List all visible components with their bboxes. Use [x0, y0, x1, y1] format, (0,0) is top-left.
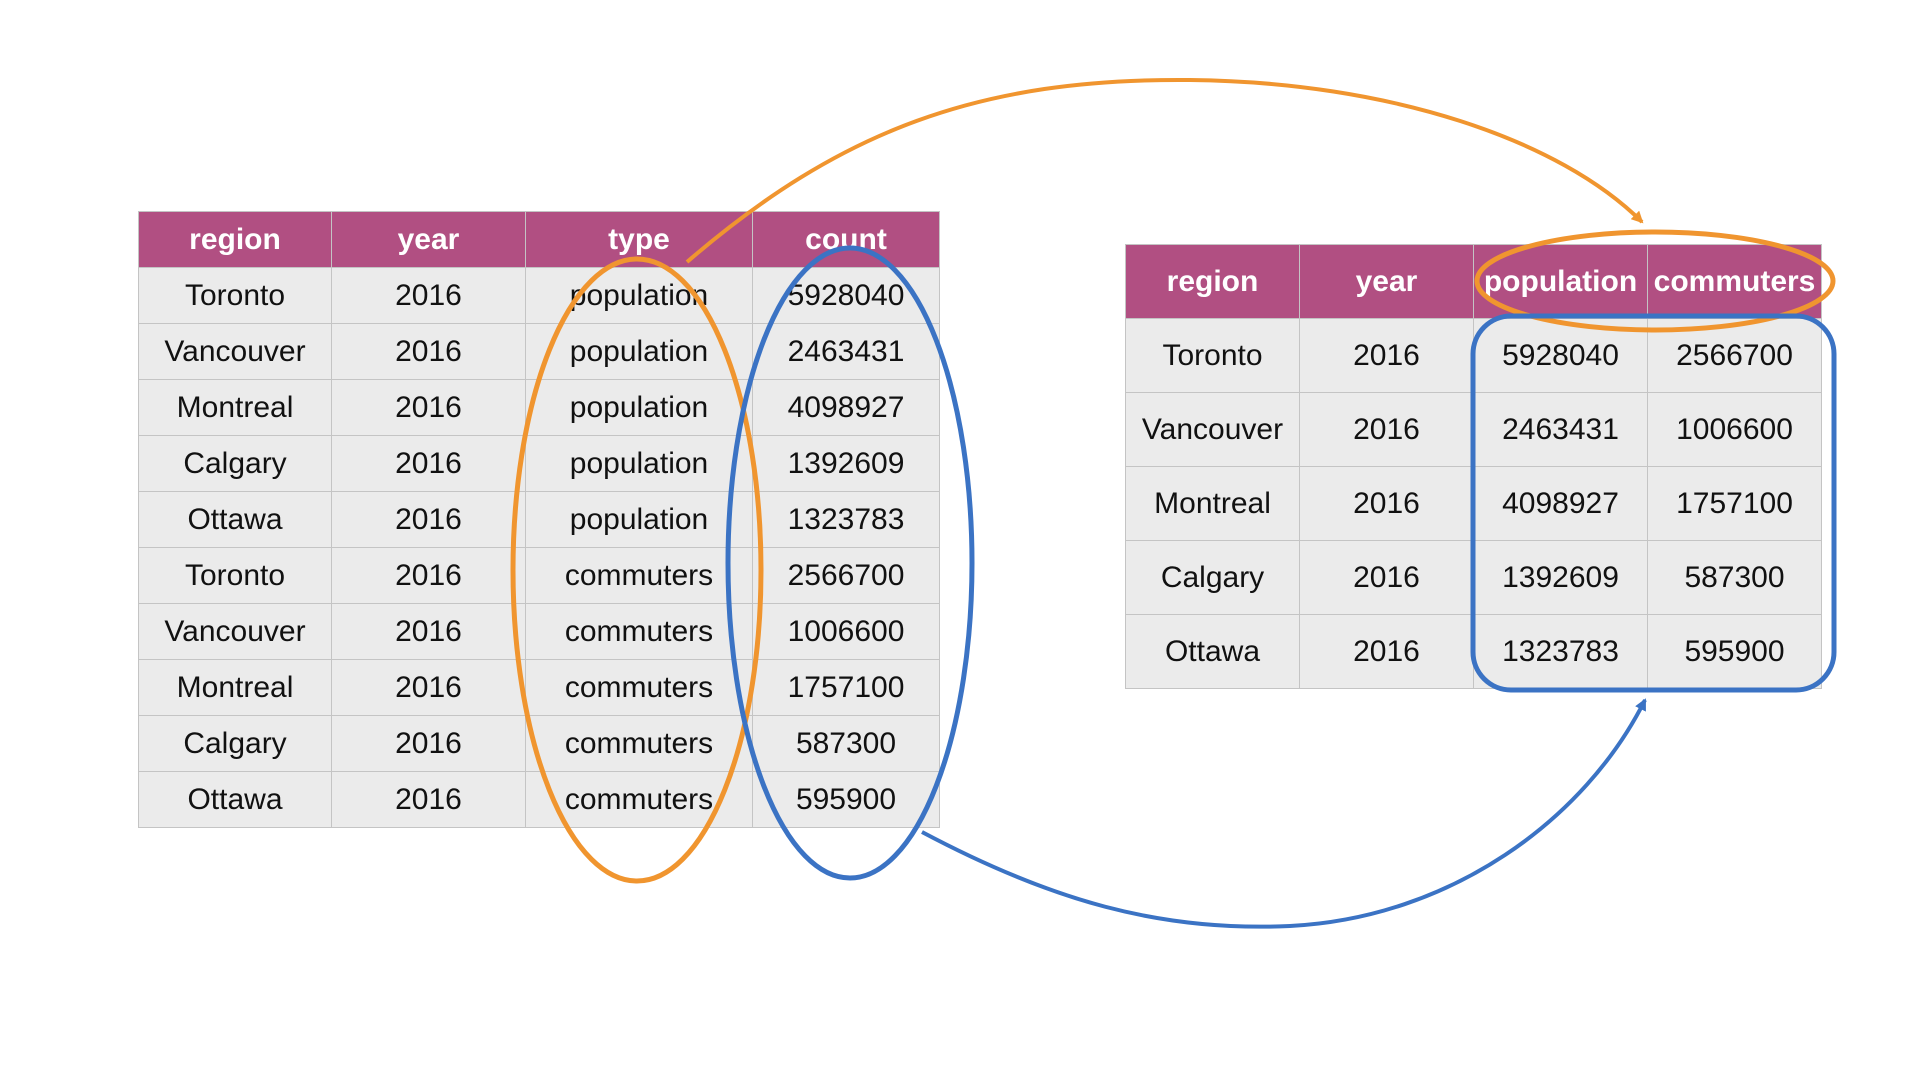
region-cell: Calgary	[1125, 540, 1300, 615]
count-cell: 1006600	[752, 603, 940, 660]
long-header-year: year	[331, 211, 526, 268]
wide-header-region: region	[1125, 244, 1300, 319]
table-row: Montreal 2016 4098927 1757100	[1125, 466, 1822, 541]
table-row: Toronto 2016 commuters 2566700	[138, 547, 940, 604]
year-cell: 2016	[331, 771, 526, 828]
table-row: Ottawa 2016 commuters 595900	[138, 771, 940, 828]
table-row: Calgary 2016 commuters 587300	[138, 715, 940, 772]
wide-format-table: region year population commuters Toronto…	[1125, 244, 1822, 689]
region-cell: Calgary	[138, 715, 332, 772]
count-cell: 2463431	[752, 323, 940, 380]
long-format-table: region year type count Toronto 2016 popu…	[138, 211, 940, 828]
count-cell: 1323783	[752, 491, 940, 548]
wide-header-commuters: commuters	[1647, 244, 1822, 319]
population-cell: 2463431	[1473, 392, 1648, 467]
count-cell: 4098927	[752, 379, 940, 436]
table-row: Vancouver 2016 population 2463431	[138, 323, 940, 380]
region-cell: Vancouver	[138, 323, 332, 380]
type-cell: commuters	[525, 771, 753, 828]
year-cell: 2016	[331, 435, 526, 492]
population-cell: 4098927	[1473, 466, 1648, 541]
type-cell: population	[525, 435, 753, 492]
region-cell: Toronto	[138, 267, 332, 324]
commuters-cell: 1757100	[1647, 466, 1822, 541]
table-row: Ottawa 2016 1323783 595900	[1125, 614, 1822, 689]
count-cell: 587300	[752, 715, 940, 772]
type-cell: commuters	[525, 603, 753, 660]
year-cell: 2016	[331, 491, 526, 548]
region-cell: Ottawa	[1125, 614, 1300, 689]
region-cell: Montreal	[138, 379, 332, 436]
region-cell: Calgary	[138, 435, 332, 492]
values-to-cells-arrow	[921, 698, 1647, 929]
table-row: Montreal 2016 population 4098927	[138, 379, 940, 436]
table-row: Ottawa 2016 population 1323783	[138, 491, 940, 548]
population-cell: 1392609	[1473, 540, 1648, 615]
count-cell: 1757100	[752, 659, 940, 716]
long-header-type: type	[525, 211, 753, 268]
type-cell: population	[525, 323, 753, 380]
population-cell: 1323783	[1473, 614, 1648, 689]
commuters-cell: 1006600	[1647, 392, 1822, 467]
year-cell: 2016	[1299, 466, 1474, 541]
type-cell: commuters	[525, 547, 753, 604]
table-row: Montreal 2016 commuters 1757100	[138, 659, 940, 716]
wide-table-header-row: region year population commuters	[1125, 244, 1822, 319]
type-cell: population	[525, 379, 753, 436]
type-cell: population	[525, 267, 753, 324]
table-row: Calgary 2016 1392609 587300	[1125, 540, 1822, 615]
region-cell: Toronto	[1125, 318, 1300, 393]
year-cell: 2016	[331, 379, 526, 436]
type-cell: commuters	[525, 715, 753, 772]
long-header-region: region	[138, 211, 332, 268]
year-cell: 2016	[1299, 540, 1474, 615]
long-header-count: count	[752, 211, 940, 268]
year-cell: 2016	[331, 323, 526, 380]
commuters-cell: 587300	[1647, 540, 1822, 615]
wide-header-population: population	[1473, 244, 1648, 319]
wide-header-year: year	[1299, 244, 1474, 319]
year-cell: 2016	[1299, 614, 1474, 689]
count-cell: 1392609	[752, 435, 940, 492]
region-cell: Ottawa	[138, 491, 332, 548]
count-cell: 2566700	[752, 547, 940, 604]
region-cell: Vancouver	[1125, 392, 1300, 467]
region-cell: Toronto	[138, 547, 332, 604]
commuters-cell: 2566700	[1647, 318, 1822, 393]
year-cell: 2016	[1299, 318, 1474, 393]
population-cell: 5928040	[1473, 318, 1648, 393]
table-row: Toronto 2016 population 5928040	[138, 267, 940, 324]
count-cell: 595900	[752, 771, 940, 828]
year-cell: 2016	[331, 659, 526, 716]
count-cell: 5928040	[752, 267, 940, 324]
year-cell: 2016	[1299, 392, 1474, 467]
long-table-header-row: region year type count	[138, 211, 940, 268]
table-row: Vancouver 2016 commuters 1006600	[138, 603, 940, 660]
type-cell: population	[525, 491, 753, 548]
region-cell: Montreal	[1125, 466, 1300, 541]
year-cell: 2016	[331, 715, 526, 772]
year-cell: 2016	[331, 267, 526, 324]
year-cell: 2016	[331, 603, 526, 660]
table-row: Calgary 2016 population 1392609	[138, 435, 940, 492]
commuters-cell: 595900	[1647, 614, 1822, 689]
year-cell: 2016	[331, 547, 526, 604]
region-cell: Ottawa	[138, 771, 332, 828]
region-cell: Montreal	[138, 659, 332, 716]
type-cell: commuters	[525, 659, 753, 716]
table-row: Toronto 2016 5928040 2566700	[1125, 318, 1822, 393]
region-cell: Vancouver	[138, 603, 332, 660]
table-row: Vancouver 2016 2463431 1006600	[1125, 392, 1822, 467]
